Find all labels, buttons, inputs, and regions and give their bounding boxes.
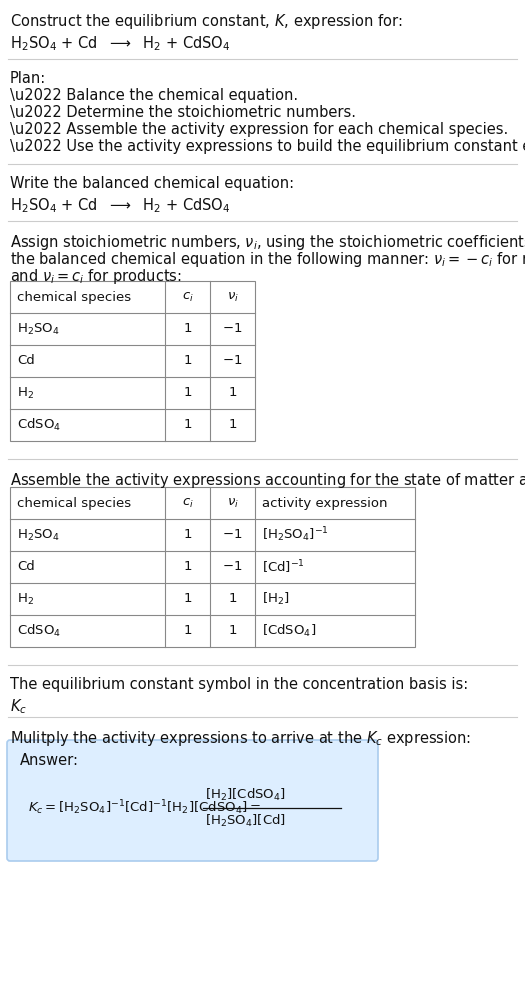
Text: \u2022 Assemble the activity expression for each chemical species.: \u2022 Assemble the activity expression … (10, 122, 508, 137)
Text: $[\mathrm{CdSO_4}]$: $[\mathrm{CdSO_4}]$ (262, 623, 316, 639)
Text: $c_i$: $c_i$ (182, 496, 193, 510)
Text: \u2022 Determine the stoichiometric numbers.: \u2022 Determine the stoichiometric numb… (10, 105, 356, 120)
Text: Mulitply the activity expressions to arrive at the $K_c$ expression:: Mulitply the activity expressions to arr… (10, 729, 471, 748)
Text: Assemble the activity expressions accounting for the state of matter and $\nu_i$: Assemble the activity expressions accoun… (10, 471, 525, 490)
Text: Write the balanced chemical equation:: Write the balanced chemical equation: (10, 176, 294, 191)
Text: and $\nu_i = c_i$ for products:: and $\nu_i = c_i$ for products: (10, 267, 182, 286)
Text: $\mathrm{H_2SO_4}$ + Cd  $\longrightarrow$  $\mathrm{H_2}$ + $\mathrm{CdSO_4}$: $\mathrm{H_2SO_4}$ + Cd $\longrightarrow… (10, 34, 230, 53)
Text: 1: 1 (183, 418, 192, 432)
Text: 1: 1 (183, 528, 192, 542)
Text: $[\mathrm{Cd}]^{-1}$: $[\mathrm{Cd}]^{-1}$ (262, 558, 305, 576)
Text: $\mathrm{H_2SO_4}$: $\mathrm{H_2SO_4}$ (17, 321, 60, 337)
Text: The equilibrium constant symbol in the concentration basis is:: The equilibrium constant symbol in the c… (10, 677, 468, 692)
Text: Cd: Cd (17, 355, 35, 367)
Text: $\mathrm{H_2}$: $\mathrm{H_2}$ (17, 591, 34, 607)
Text: 1: 1 (183, 592, 192, 605)
Text: Construct the equilibrium constant, $K$, expression for:: Construct the equilibrium constant, $K$,… (10, 12, 403, 31)
Text: $[\mathrm{H_2SO_4}][\mathrm{Cd}]$: $[\mathrm{H_2SO_4}][\mathrm{Cd}]$ (205, 813, 286, 829)
Text: $\mathrm{H_2SO_4}$: $\mathrm{H_2SO_4}$ (17, 527, 60, 543)
Text: 1: 1 (183, 386, 192, 399)
Text: Answer:: Answer: (20, 753, 79, 768)
Text: \u2022 Balance the chemical equation.: \u2022 Balance the chemical equation. (10, 88, 298, 103)
Text: chemical species: chemical species (17, 290, 131, 304)
Text: activity expression: activity expression (262, 496, 387, 510)
Text: $\mathrm{CdSO_4}$: $\mathrm{CdSO_4}$ (17, 623, 61, 639)
Text: $-1$: $-1$ (222, 355, 243, 367)
Text: 1: 1 (228, 592, 237, 605)
Bar (10, 281, 255, 441)
Text: $K_c = [\mathrm{H_2SO_4}]^{-1}[\mathrm{Cd}]^{-1}[\mathrm{H_2}][\mathrm{CdSO_4}] : $K_c = [\mathrm{H_2SO_4}]^{-1}[\mathrm{C… (28, 799, 261, 817)
Text: $\nu_i$: $\nu_i$ (226, 290, 238, 304)
Text: 1: 1 (183, 355, 192, 367)
Text: 1: 1 (228, 386, 237, 399)
Text: $-1$: $-1$ (222, 560, 243, 574)
Text: chemical species: chemical species (17, 496, 131, 510)
Text: 1: 1 (183, 624, 192, 638)
Text: \u2022 Use the activity expressions to build the equilibrium constant expression: \u2022 Use the activity expressions to b… (10, 139, 525, 154)
Bar (10, 487, 415, 647)
Text: $\nu_i$: $\nu_i$ (226, 496, 238, 510)
Text: $-1$: $-1$ (222, 322, 243, 336)
Text: $\mathrm{CdSO_4}$: $\mathrm{CdSO_4}$ (17, 417, 61, 433)
Text: 1: 1 (228, 624, 237, 638)
Text: $K_c$: $K_c$ (10, 697, 27, 716)
Text: $c_i$: $c_i$ (182, 290, 193, 304)
Text: $[\mathrm{H_2}][\mathrm{CdSO_4}]$: $[\mathrm{H_2}][\mathrm{CdSO_4}]$ (205, 787, 286, 803)
Text: $[\mathrm{H_2}]$: $[\mathrm{H_2}]$ (262, 591, 290, 607)
Text: 1: 1 (183, 560, 192, 574)
Text: $\mathrm{H_2SO_4}$ + Cd  $\longrightarrow$  $\mathrm{H_2}$ + $\mathrm{CdSO_4}$: $\mathrm{H_2SO_4}$ + Cd $\longrightarrow… (10, 196, 230, 215)
Text: Plan:: Plan: (10, 71, 46, 86)
Text: the balanced chemical equation in the following manner: $\nu_i = -c_i$ for react: the balanced chemical equation in the fo… (10, 250, 525, 269)
Text: 1: 1 (228, 418, 237, 432)
FancyBboxPatch shape (7, 740, 378, 861)
Text: 1: 1 (183, 322, 192, 336)
Text: $-1$: $-1$ (222, 528, 243, 542)
Text: $[\mathrm{H_2SO_4}]^{-1}$: $[\mathrm{H_2SO_4}]^{-1}$ (262, 526, 329, 544)
Text: Cd: Cd (17, 560, 35, 574)
Text: $\mathrm{H_2}$: $\mathrm{H_2}$ (17, 385, 34, 401)
Text: Assign stoichiometric numbers, $\nu_i$, using the stoichiometric coefficients, $: Assign stoichiometric numbers, $\nu_i$, … (10, 233, 525, 252)
